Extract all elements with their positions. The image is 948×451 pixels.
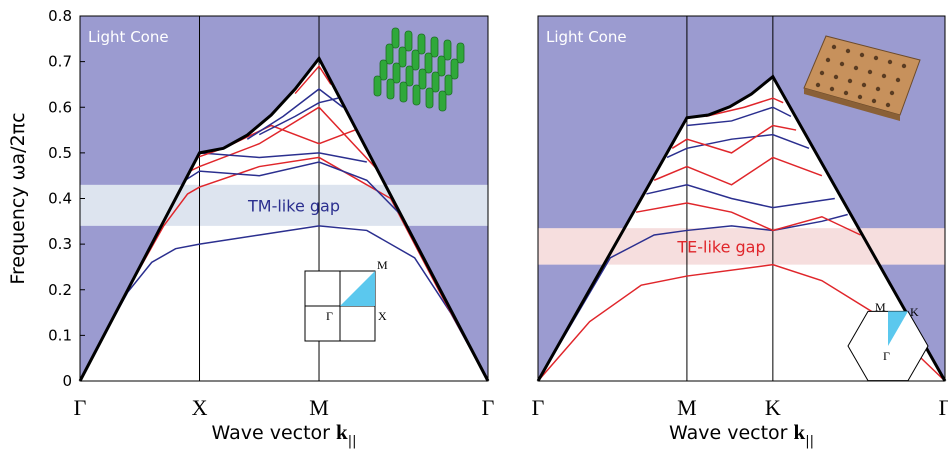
irreducible-zone: [340, 271, 375, 306]
gap-label: TE-like gap: [676, 237, 765, 256]
y-tick-label: 0.8: [48, 7, 72, 25]
slab-icon: [803, 35, 921, 121]
y-tick-label: 0.6: [48, 98, 72, 116]
x-axis-label-k: k: [336, 420, 348, 444]
x-tick-label: Γ: [482, 395, 495, 420]
bz-label: M: [377, 258, 388, 272]
x-axis-label-text: Wave vector: [212, 422, 337, 444]
irreducible-zone: [888, 311, 908, 346]
bz-label: X: [378, 309, 387, 323]
y-tick-label: 0.1: [48, 326, 72, 344]
x-axis-label-text: Wave vector: [669, 422, 794, 444]
y-tick-label: 0.3: [48, 235, 72, 253]
band: [537, 213, 848, 382]
band: [258, 97, 339, 136]
band: [189, 106, 380, 172]
x-tick-label: K: [765, 395, 781, 420]
y-tick-label: 0.7: [48, 53, 72, 71]
bz-label: Γ: [326, 309, 333, 323]
band: [199, 152, 367, 163]
x-axis-label: Wave vector k||: [669, 420, 814, 449]
band: [294, 64, 332, 95]
x-axis-label-k: k: [794, 420, 806, 444]
band: [686, 106, 792, 127]
band: [705, 97, 784, 118]
band: [666, 133, 810, 159]
band: [246, 88, 344, 140]
light-cone: [538, 16, 945, 381]
gap-label: TM-like gap: [247, 196, 340, 215]
bz-label: K: [910, 305, 919, 319]
bz-label: M: [875, 300, 886, 314]
light-line: [78, 55, 490, 382]
x-tick-label: X: [192, 395, 208, 420]
x-axis-label-sub: ||: [805, 434, 814, 449]
y-tick-label: 0.4: [48, 190, 72, 208]
y-tick-label: 0.2: [48, 281, 72, 299]
x-tick-label: Γ: [532, 395, 545, 420]
y-axis-label: Frequency ωa/2πc: [7, 112, 29, 284]
light-cone-label: Light Cone: [88, 28, 169, 46]
band: [184, 161, 404, 218]
band: [635, 202, 861, 236]
light-line: [536, 74, 947, 382]
x-tick-label: M: [677, 395, 697, 420]
band-gap: [80, 184, 488, 226]
light-cone: [80, 16, 488, 381]
plot-frame: [537, 15, 946, 382]
band: [671, 124, 797, 154]
x-axis-label: Wave vector k||: [212, 420, 357, 449]
bz-label: Γ: [883, 349, 890, 363]
band: [653, 156, 823, 186]
light-cone-label: Light Cone: [546, 28, 627, 46]
band: [646, 184, 835, 209]
pillar-array-icon: [373, 27, 465, 112]
y-tick-label: 0: [62, 372, 72, 390]
band: [537, 263, 946, 382]
x-tick-label: M: [309, 395, 329, 420]
x-axis-label-sub: ||: [348, 434, 357, 449]
y-tick-label: 0.5: [48, 144, 72, 162]
x-tick-label: Γ: [74, 395, 87, 420]
x-tick-label: Γ: [939, 395, 948, 420]
